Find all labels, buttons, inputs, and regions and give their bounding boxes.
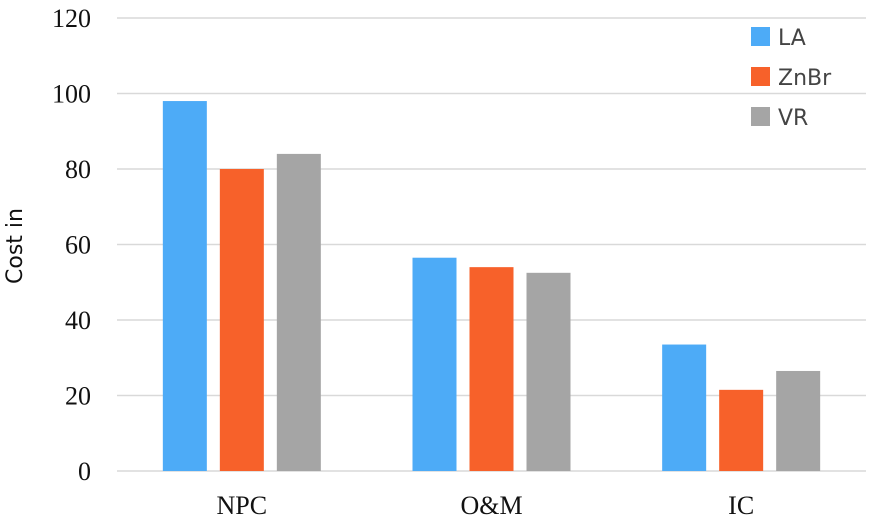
y-tick-label: 60 (65, 231, 91, 260)
y-tick-label: 40 (65, 306, 91, 335)
x-category-label: NPC (217, 491, 268, 520)
y-tick-label: 120 (52, 4, 91, 33)
y-tick-label: 0 (78, 457, 91, 486)
bar-vr-1 (526, 272, 571, 471)
legend-swatch-la (751, 27, 770, 46)
y-axis-ticks: 0 20 40 60 80 100 120 (52, 4, 91, 486)
bar-znbr-2 (719, 389, 764, 471)
y-axis-title: Cost in (3, 208, 28, 284)
bar-la-0 (162, 101, 207, 472)
legend-swatch-vr (751, 107, 770, 126)
y-tick-label: 20 (65, 382, 91, 411)
bars (162, 101, 821, 472)
bar-la-2 (662, 344, 707, 471)
legend-swatch-znbr (751, 67, 770, 86)
legend-label-la: LA (778, 26, 806, 51)
bar-la-1 (412, 257, 457, 471)
bar-vr-2 (776, 370, 821, 471)
y-tick-label: 80 (65, 155, 91, 184)
legend-label-znbr: ZnBr (778, 66, 832, 91)
bar-vr-0 (276, 153, 321, 471)
y-tick-label: 100 (52, 80, 91, 109)
legend: LA ZnBr VR (751, 26, 832, 131)
x-axis-categories: NPC O&M IC (217, 491, 755, 520)
bar-znbr-1 (469, 267, 514, 471)
bar-znbr-0 (219, 169, 264, 471)
legend-label-vr: VR (778, 106, 808, 131)
x-category-label: IC (728, 491, 754, 520)
x-category-label: O&M (460, 491, 522, 520)
